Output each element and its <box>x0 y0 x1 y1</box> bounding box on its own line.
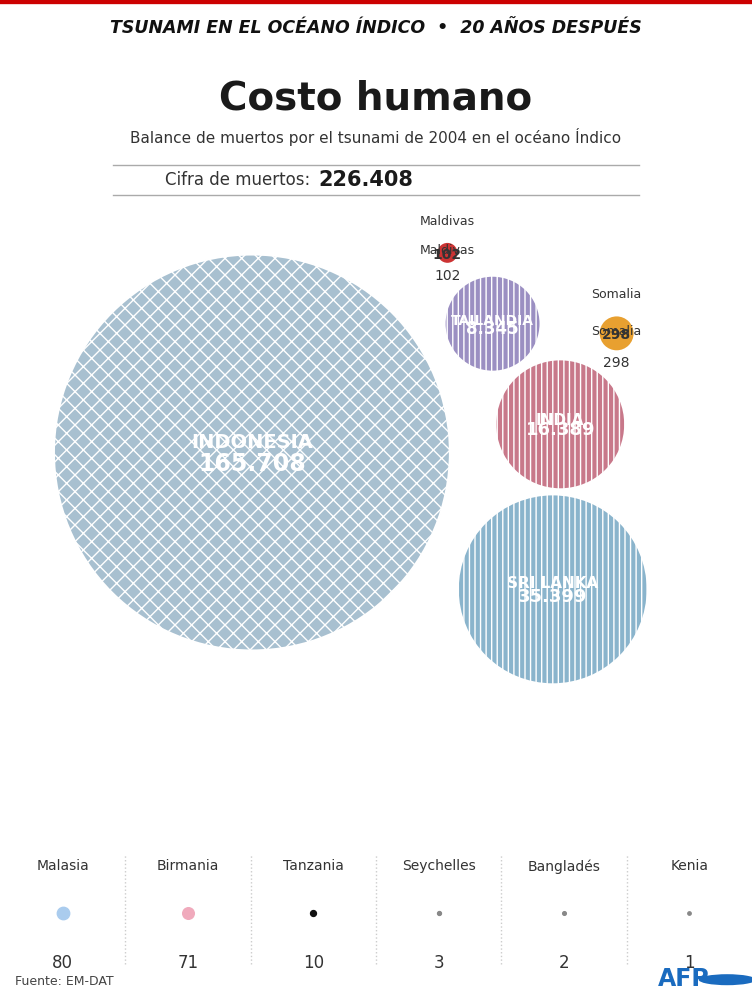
Text: Somalia: Somalia <box>592 288 641 301</box>
Text: Seychelles: Seychelles <box>402 859 475 873</box>
Text: 8.345: 8.345 <box>466 320 519 338</box>
Text: AFP: AFP <box>658 967 710 991</box>
Text: INDIA: INDIA <box>536 413 584 428</box>
Text: Kenia: Kenia <box>670 859 708 873</box>
Text: 3: 3 <box>433 954 444 972</box>
Text: Malasia: Malasia <box>36 859 89 873</box>
Text: 10: 10 <box>303 954 324 972</box>
Text: Maldivas: Maldivas <box>420 215 475 228</box>
Text: Somalia: Somalia <box>592 325 641 338</box>
Circle shape <box>458 494 647 684</box>
Text: INDONESIA: INDONESIA <box>191 433 313 452</box>
Point <box>182 905 194 921</box>
Point <box>308 905 320 921</box>
Point <box>684 905 696 921</box>
Circle shape <box>599 315 635 351</box>
Text: Tanzania: Tanzania <box>283 859 344 873</box>
Text: SRI LANKA: SRI LANKA <box>507 576 599 591</box>
Text: TAILANDIA: TAILANDIA <box>451 314 534 328</box>
Text: 71: 71 <box>177 954 199 972</box>
Text: Birmania: Birmania <box>157 859 219 873</box>
Circle shape <box>54 254 450 650</box>
Point <box>56 905 68 921</box>
Text: 2: 2 <box>559 954 569 972</box>
Text: 35.399: 35.399 <box>518 588 587 606</box>
Text: Fuente: EM-DAT: Fuente: EM-DAT <box>15 975 114 988</box>
Text: 226.408: 226.408 <box>318 170 413 190</box>
Point <box>432 905 444 921</box>
Circle shape <box>496 359 625 489</box>
Text: Balance de muertos por el tsunami de 2004 en el océano Índico: Balance de muertos por el tsunami de 200… <box>130 128 622 146</box>
Circle shape <box>436 242 459 264</box>
Text: Bangladés: Bangladés <box>528 859 600 874</box>
Text: TSUNAMI EN EL OCÉANO ÍNDICO  •  20 AÑOS DESPUÉS: TSUNAMI EN EL OCÉANO ÍNDICO • 20 AÑOS DE… <box>110 19 642 37</box>
Circle shape <box>444 276 541 372</box>
Text: 102: 102 <box>434 269 461 283</box>
Text: 1: 1 <box>684 954 695 972</box>
Text: 298: 298 <box>603 356 630 370</box>
Text: 298: 298 <box>602 328 631 342</box>
Text: 165.708: 165.708 <box>198 452 306 476</box>
Text: Maldivas: Maldivas <box>420 244 475 257</box>
Text: Cifra de muertos:: Cifra de muertos: <box>165 171 310 189</box>
Circle shape <box>699 974 752 985</box>
Text: Costo humano: Costo humano <box>220 80 532 118</box>
Point <box>558 905 570 921</box>
Text: 16.389: 16.389 <box>526 421 595 439</box>
Text: 80: 80 <box>52 954 73 972</box>
Text: 102: 102 <box>433 248 462 262</box>
